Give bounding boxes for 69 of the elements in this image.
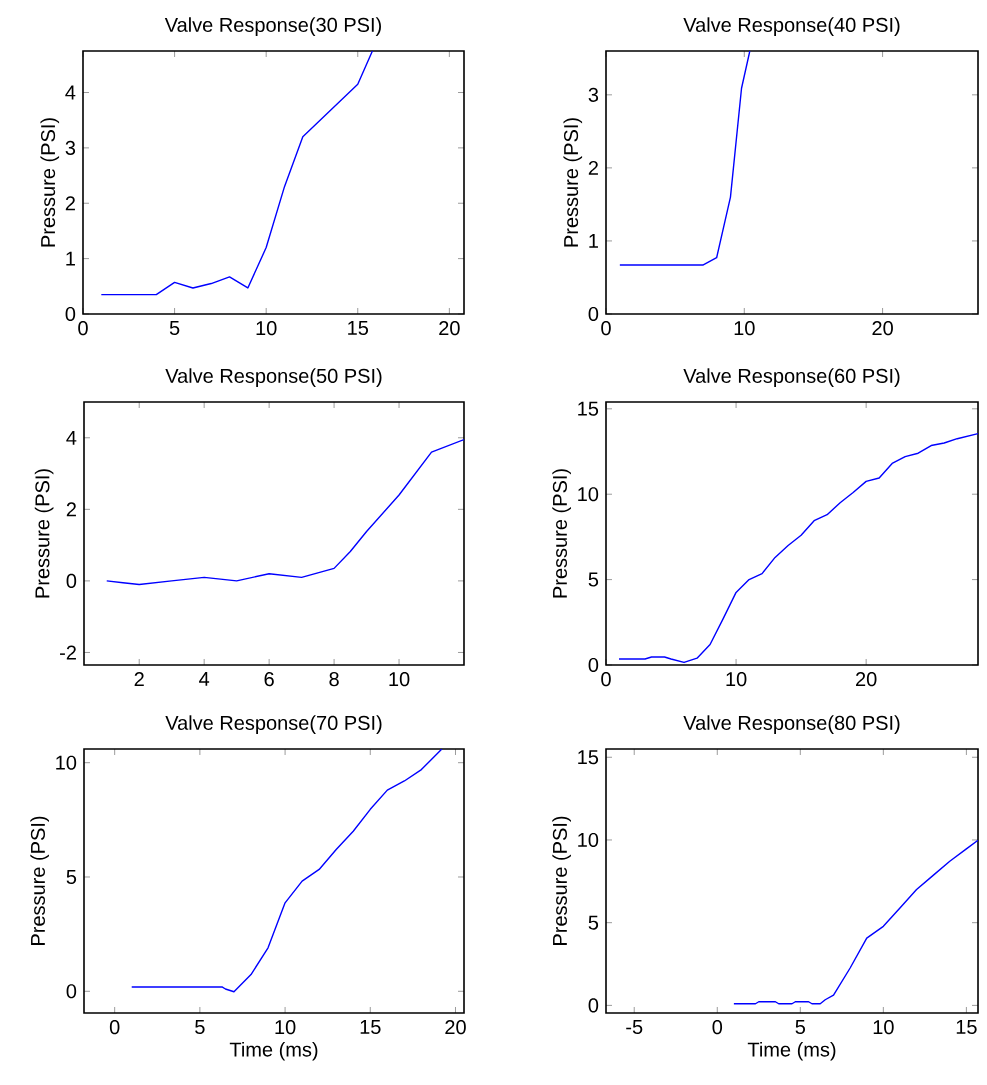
x-tick-label: 8: [329, 672, 339, 687]
x-tick-label: 2: [134, 672, 144, 687]
y-tick-label: 0: [588, 998, 599, 1013]
x-tick-label: 0: [712, 1020, 723, 1035]
x-axis-title: Time (ms): [747, 1041, 836, 1061]
x-tick-label: 5: [195, 1020, 205, 1035]
x-tick-label: 4: [199, 672, 210, 686]
chart-title: Valve Response(70 PSI): [165, 715, 382, 734]
x-tick-label: 0: [601, 672, 611, 687]
line-series: [618, 432, 979, 664]
y-tick-label: 3: [65, 140, 76, 155]
x-tick-label: 10: [256, 321, 277, 336]
y-tick-label: 4: [65, 85, 76, 100]
x-tick-label: 20: [872, 321, 893, 336]
y-tick-label: 0: [65, 306, 76, 322]
chart-title: Valve Response(60 PSI): [683, 368, 900, 387]
chart-title: Valve Response(50 PSI): [165, 368, 382, 387]
y-tick-label: 0: [588, 657, 599, 673]
y-axis-title: Pressure (PSI): [30, 816, 49, 945]
y-tick-label: 15: [578, 401, 599, 416]
x-tick-label: 15: [360, 1020, 381, 1035]
y-tick-label: 5: [588, 915, 599, 930]
y-axis-title: Pressure (PSI): [552, 816, 571, 945]
y-tick-label: 3: [588, 87, 599, 102]
y-tick-label: 4: [66, 430, 77, 445]
y-tick-label: 2: [66, 502, 76, 517]
line-series: [131, 749, 443, 993]
y-tick-label: -2: [60, 645, 76, 660]
y-tick-label: 15: [578, 750, 599, 765]
y-tick-label: 5: [588, 572, 599, 587]
x-tick-label: 5: [795, 1020, 806, 1035]
line-series: [619, 50, 751, 266]
x-tick-label: 15: [348, 321, 369, 335]
chart-title: Valve Response(80 PSI): [683, 715, 900, 734]
x-tick-label: 0: [78, 321, 88, 336]
x-tick-label: 20: [856, 672, 877, 687]
y-tick-label: 2: [65, 196, 75, 211]
x-tick-label: 20: [439, 321, 460, 336]
line-series: [100, 50, 374, 296]
x-tick-label: 0: [601, 321, 611, 336]
y-tick-label: 0: [588, 306, 599, 322]
chart-title: Valve Response(30 PSI): [164, 17, 381, 36]
chart-title: Valve Response(40 PSI): [683, 17, 900, 36]
line-series: [733, 839, 979, 1005]
y-axis-title: Pressure (PSI): [40, 118, 60, 247]
x-tick-label: 6: [264, 672, 274, 687]
y-tick-label: 1: [66, 251, 75, 266]
y-tick-label: 5: [66, 870, 77, 884]
y-tick-label: 0: [66, 984, 77, 999]
y-tick-label: 10: [578, 487, 599, 502]
y-axis-title: Pressure (PSI): [552, 469, 571, 598]
x-tick-label: 10: [734, 321, 755, 336]
x-tick-label: 20: [445, 1020, 466, 1035]
x-tick-label: 5: [169, 321, 180, 335]
y-tick-label: 0: [66, 573, 77, 588]
x-tick-label: 10: [275, 1020, 296, 1035]
x-tick-label: 10: [873, 1020, 894, 1035]
x-tick-label: -5: [626, 1020, 643, 1035]
x-tick-label: 15: [956, 1020, 977, 1035]
y-axis-title: Pressure (PSI): [563, 118, 583, 247]
y-axis-title: Pressure (PSI): [34, 469, 54, 598]
x-axis-title: Time (ms): [229, 1041, 318, 1061]
y-tick-label: 2: [588, 160, 598, 175]
x-tick-label: 10: [389, 672, 410, 687]
y-tick-label: 10: [56, 755, 77, 770]
x-tick-label: 10: [726, 672, 747, 687]
y-tick-label: 1: [589, 234, 598, 248]
x-tick-label: 0: [109, 1020, 120, 1035]
y-tick-label: 10: [578, 832, 599, 848]
